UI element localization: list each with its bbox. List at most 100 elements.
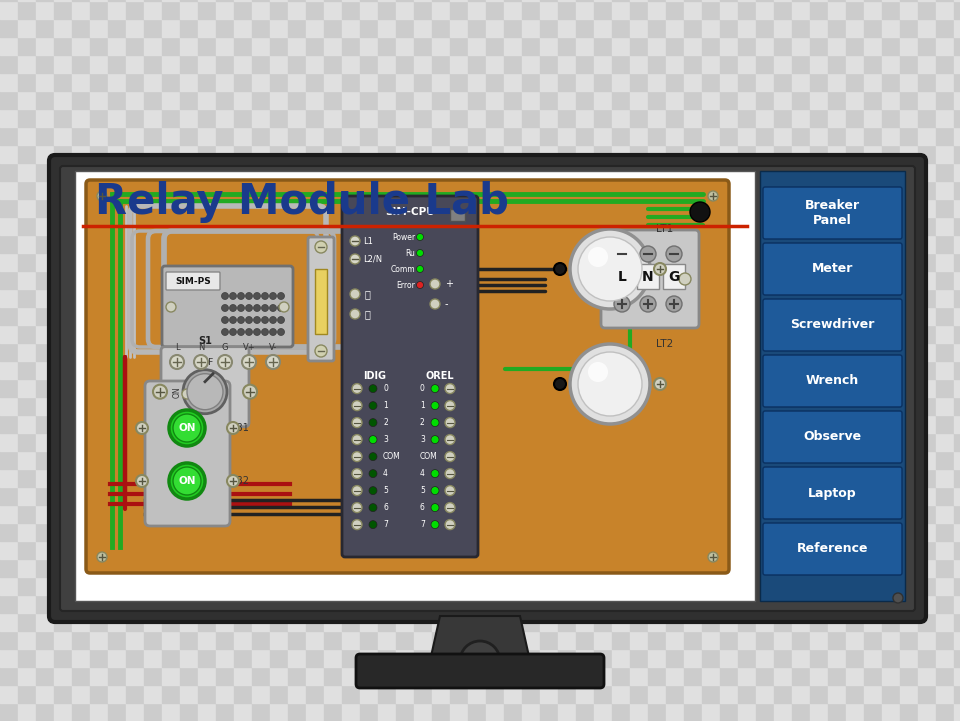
Bar	[558, 307, 576, 325]
Circle shape	[369, 487, 377, 495]
Bar	[18, 397, 36, 415]
Bar	[288, 667, 306, 685]
Bar	[540, 253, 558, 271]
Bar	[108, 325, 126, 343]
Bar	[486, 1, 504, 19]
Bar	[72, 667, 90, 685]
Bar	[774, 487, 792, 505]
Bar	[18, 235, 36, 253]
Bar	[684, 199, 702, 217]
Text: V-: V-	[269, 343, 277, 353]
Bar	[36, 127, 54, 145]
Bar	[540, 55, 558, 73]
Bar	[882, 73, 900, 91]
Circle shape	[352, 384, 362, 394]
Circle shape	[417, 249, 423, 257]
Bar	[126, 325, 144, 343]
Bar	[414, 325, 432, 343]
Bar	[864, 379, 882, 397]
Bar	[828, 19, 846, 37]
Bar	[360, 631, 378, 649]
Bar	[0, 307, 18, 325]
Bar	[594, 163, 612, 181]
Text: L1: L1	[363, 236, 372, 245]
Bar	[72, 577, 90, 595]
Bar	[234, 361, 252, 379]
Bar	[954, 505, 960, 523]
Bar	[36, 505, 54, 523]
Bar	[882, 199, 900, 217]
Bar	[324, 613, 342, 631]
Bar	[504, 685, 522, 703]
Bar	[594, 667, 612, 685]
Bar	[36, 703, 54, 721]
Bar	[522, 271, 540, 289]
Bar	[540, 343, 558, 361]
Bar	[180, 523, 198, 541]
Bar	[270, 307, 288, 325]
Bar	[324, 1, 342, 19]
Bar	[846, 0, 864, 1]
Bar	[828, 163, 846, 181]
Bar	[792, 523, 810, 541]
Bar	[918, 505, 936, 523]
Text: ON: ON	[173, 386, 181, 397]
Bar	[0, 271, 18, 289]
Bar	[720, 73, 738, 91]
Bar	[378, 235, 396, 253]
Bar	[486, 55, 504, 73]
Bar	[414, 19, 432, 37]
Bar	[54, 559, 72, 577]
Bar	[288, 487, 306, 505]
Bar	[90, 127, 108, 145]
Bar	[252, 361, 270, 379]
Bar	[180, 469, 198, 487]
Bar	[54, 271, 72, 289]
Circle shape	[708, 552, 718, 562]
Bar	[702, 217, 720, 235]
Bar	[324, 145, 342, 163]
Bar	[684, 145, 702, 163]
Bar	[504, 361, 522, 379]
Bar	[558, 145, 576, 163]
Bar	[126, 397, 144, 415]
Bar	[504, 235, 522, 253]
Bar	[216, 343, 234, 361]
Bar	[162, 433, 180, 451]
Bar	[828, 433, 846, 451]
Bar	[684, 217, 702, 235]
Bar	[0, 163, 18, 181]
Bar	[936, 505, 954, 523]
Bar	[666, 379, 684, 397]
Bar	[522, 505, 540, 523]
Bar	[198, 361, 216, 379]
Bar	[936, 271, 954, 289]
Bar	[54, 0, 72, 1]
Bar	[360, 523, 378, 541]
Bar	[810, 181, 828, 199]
Bar	[774, 91, 792, 109]
Bar	[864, 253, 882, 271]
Bar	[828, 487, 846, 505]
Bar	[378, 91, 396, 109]
Bar	[612, 523, 630, 541]
Bar	[306, 289, 324, 307]
Bar	[324, 19, 342, 37]
Bar	[306, 667, 324, 685]
Bar	[270, 127, 288, 145]
Bar	[324, 343, 342, 361]
Bar	[630, 703, 648, 721]
Bar	[702, 163, 720, 181]
Bar	[954, 163, 960, 181]
Bar	[432, 199, 450, 217]
Bar	[936, 307, 954, 325]
Bar	[828, 325, 846, 343]
FancyBboxPatch shape	[763, 243, 902, 295]
Bar	[954, 235, 960, 253]
Bar	[396, 505, 414, 523]
Bar	[846, 703, 864, 721]
Bar	[450, 181, 468, 199]
Bar	[594, 577, 612, 595]
Bar	[828, 145, 846, 163]
Bar	[468, 649, 486, 667]
